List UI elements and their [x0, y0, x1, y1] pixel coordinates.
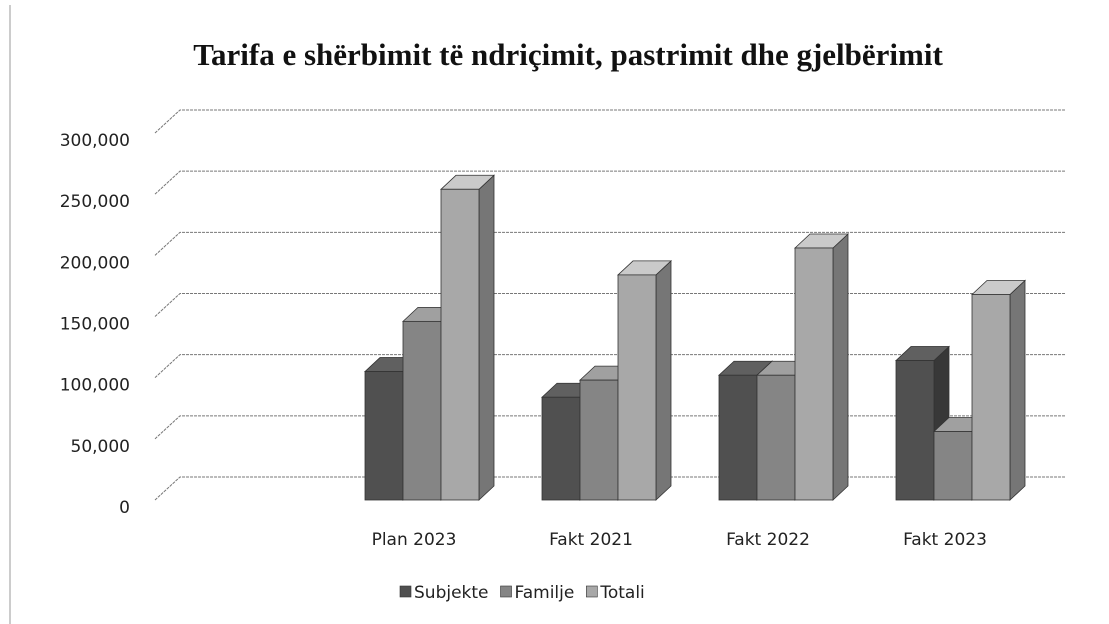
y-tick-label: 250,000: [60, 192, 130, 212]
legend-label: Subjekte: [414, 583, 489, 603]
bar-front: [895, 360, 935, 501]
bar-side: [1009, 279, 1026, 501]
grid-line: [154, 109, 1065, 134]
y-tick-label: 300,000: [60, 131, 130, 151]
bar-front: [617, 274, 657, 501]
bar: [439, 174, 496, 501]
legend-swatch: [399, 585, 412, 598]
bar-front: [541, 396, 581, 501]
x-tick-label: Fakt 2022: [726, 530, 810, 550]
bar-side: [478, 174, 495, 501]
bar-front: [933, 431, 973, 501]
y-tick-label: 100,000: [60, 376, 130, 396]
y-tick-label: 50,000: [71, 437, 130, 457]
grid-line: [154, 476, 1065, 501]
bar-front: [756, 374, 796, 501]
grid-line: [154, 170, 1065, 195]
bar-front: [971, 294, 1011, 501]
legend-label: Familje: [515, 583, 575, 603]
bar: [793, 233, 850, 501]
bar: [616, 259, 673, 501]
x-tick-label: Fakt 2021: [549, 530, 633, 550]
bar-front: [364, 371, 404, 501]
y-tick-label: 0: [119, 498, 130, 518]
chart-title: Tarifa e shërbimit të ndriçimit, pastrim…: [193, 37, 943, 72]
bar-front: [402, 320, 442, 501]
bar: [970, 279, 1027, 501]
x-tick-label: Plan 2023: [372, 530, 457, 550]
x-tick-label: Fakt 2023: [903, 530, 987, 550]
legend-swatch: [500, 585, 512, 598]
bar-front: [718, 374, 758, 501]
y-tick-label: 200,000: [60, 253, 130, 273]
legend-swatch: [586, 585, 598, 598]
bar-side: [655, 259, 672, 501]
grid-line: [154, 231, 1065, 256]
legend-label: Totali: [599, 583, 644, 603]
bar-front: [440, 188, 480, 501]
bar-side: [832, 233, 849, 501]
grid-line: [154, 415, 1065, 440]
grid-line: [154, 293, 1065, 317]
grid-line: [154, 354, 1065, 379]
bar-front: [794, 247, 834, 501]
bar-front: [579, 379, 619, 501]
y-tick-label: 150,000: [60, 315, 130, 335]
